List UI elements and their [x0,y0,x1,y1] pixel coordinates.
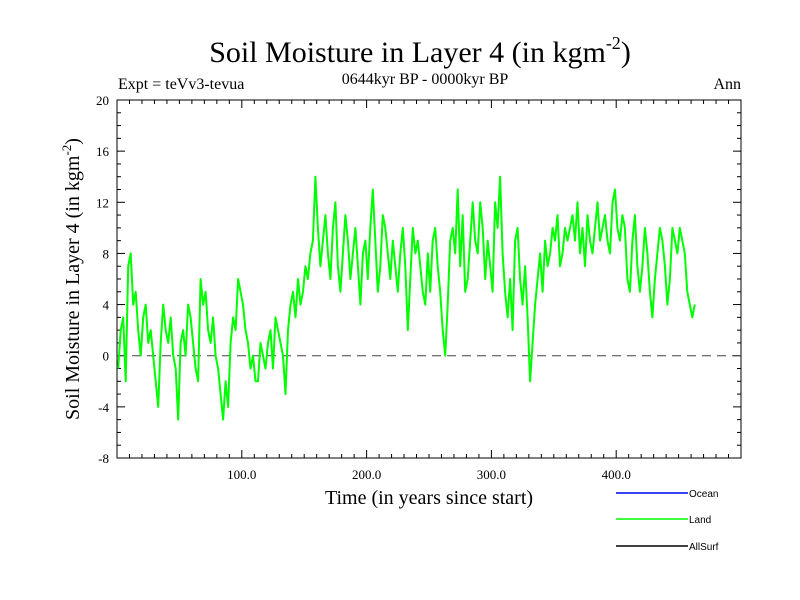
x-tick-label: 300.0 [477,467,506,482]
legend: Ocean Land AllSurf [616,489,719,553]
y-tick-label: 4 [103,298,110,313]
legend-label-allsurf: AllSurf [689,542,719,553]
y-tick-label: 20 [96,93,109,108]
chart-subtitle: 0644kyr BP - 0000kyr BP [342,71,509,88]
y-tick-label: -4 [98,400,109,415]
y-tick-label: 16 [96,144,110,159]
x-tick-label: 400.0 [602,467,631,482]
x-tick-label: 100.0 [227,467,256,482]
series-group [117,175,696,421]
legend-label-ocean: Ocean [689,489,718,500]
y-axis: -8 -4 0 4 8 12 16 20 [96,93,741,466]
experiment-label: Expt = teVv3-tevua [118,76,244,93]
x-axis-label: Time (in years since start) [325,487,533,509]
y-tick-label: -8 [98,451,109,466]
y-axis-label: Soil Moisture in Layer 4 (in kgm-2) [59,138,84,420]
period-label: Ann [713,76,741,93]
y-tick-label: 8 [103,246,110,261]
y-tick-label: 12 [96,195,109,210]
chart-title: Soil Moisture in Layer 4 (in kgm-2) [209,33,631,69]
series-line-land [117,175,696,421]
x-axis: 100.0 200.0 300.0 400.0 [128,100,730,482]
y-tick-label: 0 [103,349,110,364]
legend-label-land: Land [689,515,711,526]
x-tick-label: 200.0 [352,467,381,482]
